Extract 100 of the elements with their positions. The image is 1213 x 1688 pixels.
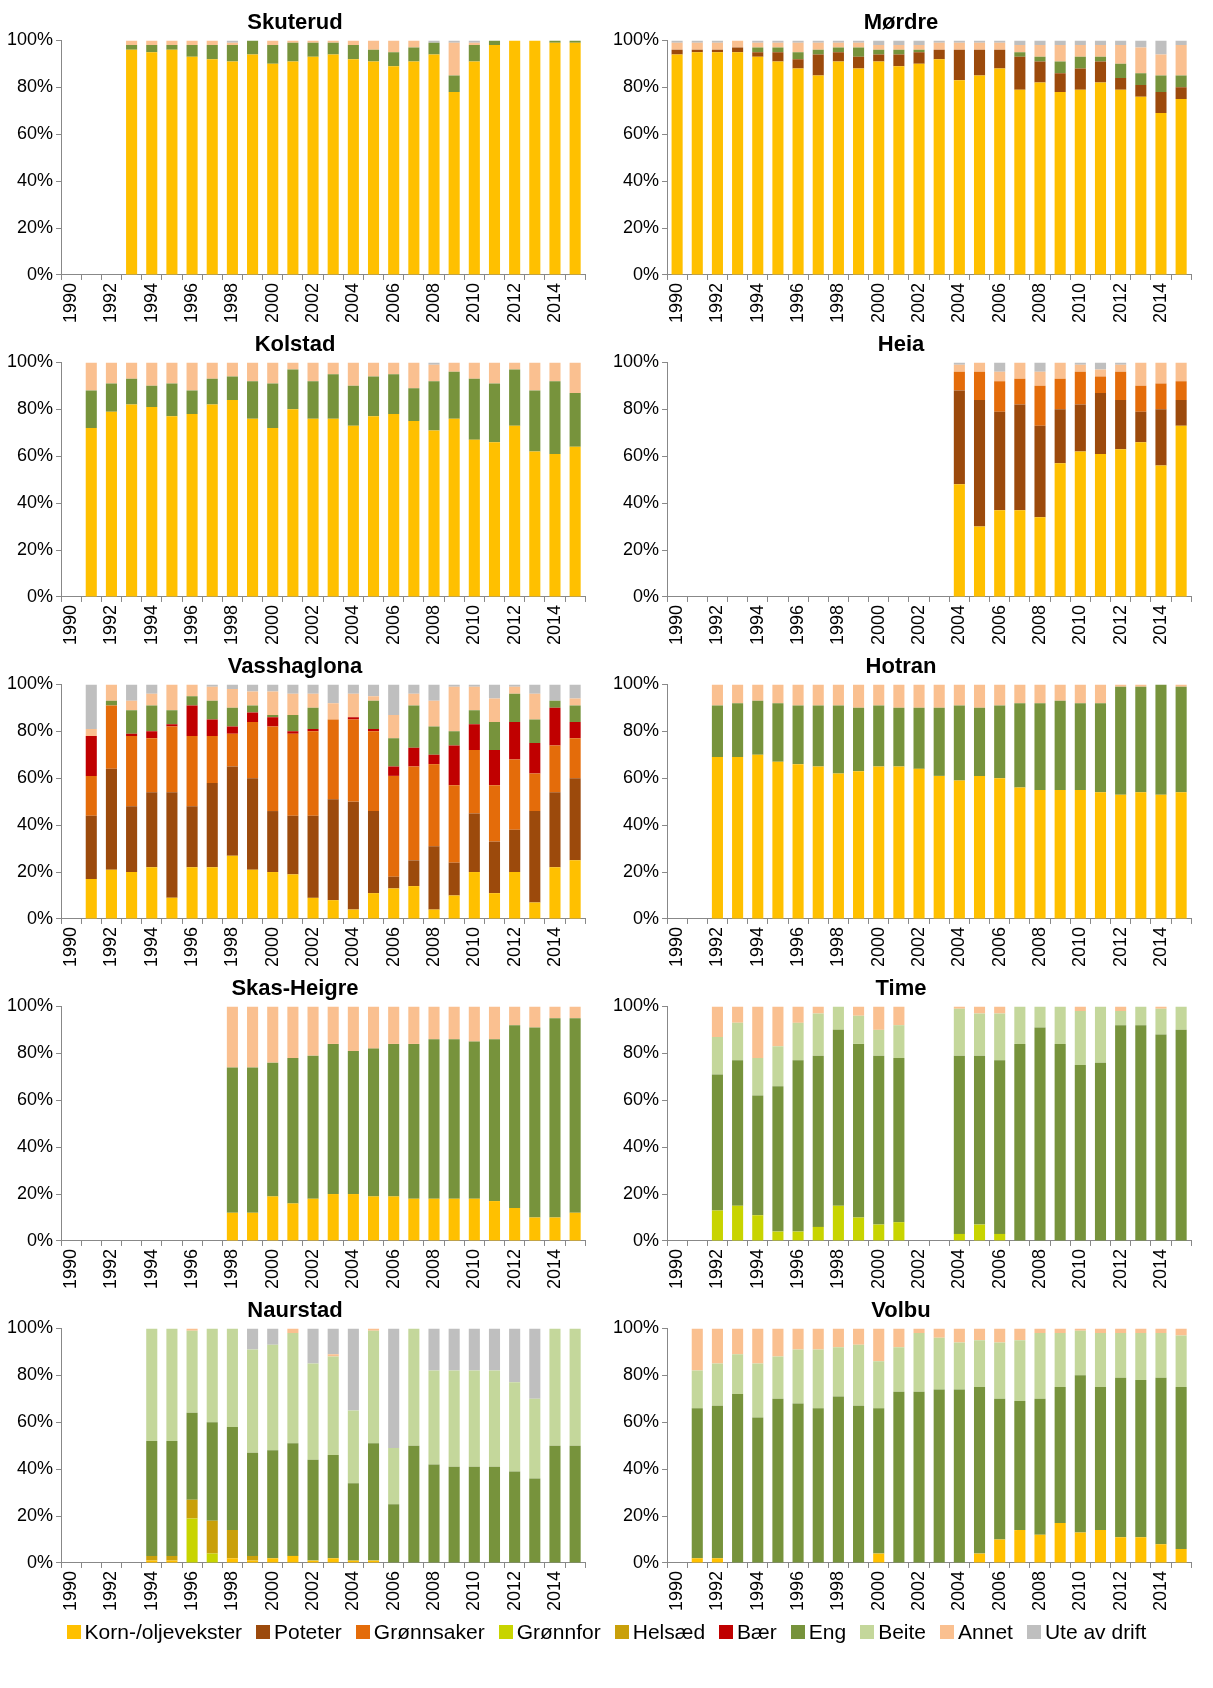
bar — [1014, 684, 1026, 704]
bar — [832, 1396, 844, 1563]
bar — [792, 1403, 804, 1563]
bar — [772, 1398, 784, 1563]
x-tick-label: 2014 — [543, 1570, 564, 1611]
bar — [85, 736, 97, 776]
bar — [85, 684, 97, 729]
bar — [953, 1055, 965, 1234]
x-tick-label: 2006 — [382, 282, 403, 323]
bar — [509, 693, 521, 722]
bar — [206, 736, 218, 783]
bar — [509, 872, 521, 919]
bar — [1094, 1333, 1107, 1388]
bar — [367, 1048, 380, 1197]
bar — [732, 703, 744, 758]
bar — [1074, 1330, 1086, 1376]
chart-title: Skuterud — [247, 9, 343, 35]
x-tick-label: 2008 — [1028, 1570, 1049, 1611]
x-tick-label: 2012 — [1109, 926, 1130, 967]
bar — [1034, 82, 1046, 275]
x-tick-label: 2006 — [988, 1248, 1009, 1289]
bar — [468, 1466, 480, 1563]
bar — [388, 414, 400, 597]
bar — [327, 1006, 339, 1044]
x-tick-label: 2000 — [261, 604, 282, 645]
bar — [1115, 89, 1127, 275]
bar — [367, 696, 380, 701]
bar — [953, 1342, 965, 1390]
bar — [913, 684, 925, 708]
bar — [994, 684, 1006, 706]
bar — [549, 707, 561, 746]
bar — [893, 766, 905, 919]
bar — [1155, 684, 1167, 795]
bar — [146, 867, 158, 919]
bar — [1175, 1029, 1187, 1241]
bar — [367, 1006, 380, 1049]
bar — [247, 418, 259, 597]
bar — [529, 1398, 541, 1479]
y-tick-label: 40% — [623, 170, 660, 191]
bar — [569, 362, 581, 393]
bar — [711, 1074, 723, 1211]
bar — [287, 815, 299, 875]
x-tick-label: 1992 — [706, 282, 727, 323]
bar — [488, 1328, 501, 1371]
bar — [1115, 371, 1127, 400]
bar — [1014, 56, 1026, 90]
x-tick-label: 1994 — [140, 1570, 161, 1611]
bar — [226, 61, 238, 275]
bar — [408, 747, 420, 767]
bar — [529, 1328, 541, 1399]
bar — [85, 428, 97, 597]
bar — [267, 717, 279, 727]
bar — [166, 724, 178, 727]
bar — [247, 362, 259, 382]
y-tick-label: 40% — [17, 1136, 54, 1157]
bar — [247, 40, 259, 55]
bar — [247, 1067, 259, 1213]
bar — [1034, 371, 1046, 386]
bar — [1155, 383, 1167, 410]
bar — [488, 1370, 501, 1467]
bar — [287, 1443, 299, 1556]
bar — [267, 428, 279, 597]
bar — [448, 42, 460, 76]
bar — [488, 442, 501, 597]
bar — [953, 1233, 965, 1241]
bar — [388, 1006, 400, 1044]
y-tick-label: 20% — [623, 1505, 660, 1526]
x-tick-label: 1992 — [100, 1570, 121, 1611]
bar — [347, 385, 359, 426]
bar — [327, 684, 339, 704]
bar — [367, 1443, 380, 1561]
x-tick-label: 2008 — [1028, 926, 1049, 967]
x-tick-label: 1996 — [181, 926, 202, 967]
bar — [307, 1198, 319, 1241]
bar — [388, 775, 400, 877]
bar — [468, 362, 480, 379]
legend-label: Beite — [878, 1620, 927, 1644]
y-tick-label: 20% — [17, 1505, 54, 1526]
bar — [832, 705, 844, 774]
bar — [873, 1408, 885, 1554]
bar — [367, 416, 380, 597]
bar — [509, 829, 521, 873]
x-tick-label: 1992 — [706, 926, 727, 967]
bar — [105, 362, 117, 384]
bar — [267, 691, 279, 715]
bar — [307, 1459, 319, 1561]
x-tick-label: 1992 — [706, 1248, 727, 1289]
y-tick-label: 40% — [17, 170, 54, 191]
y-tick-label: 0% — [27, 1551, 54, 1572]
bar — [146, 385, 158, 407]
bar — [994, 411, 1006, 511]
x-tick-label: 1998 — [221, 1248, 242, 1289]
x-tick-label: 2010 — [1069, 1248, 1090, 1289]
bar — [448, 1370, 460, 1467]
bar — [267, 872, 279, 919]
bar — [772, 1328, 784, 1357]
x-tick-label: 2010 — [1069, 926, 1090, 967]
bar — [186, 414, 198, 597]
bar — [408, 1445, 420, 1563]
bar — [126, 378, 138, 405]
